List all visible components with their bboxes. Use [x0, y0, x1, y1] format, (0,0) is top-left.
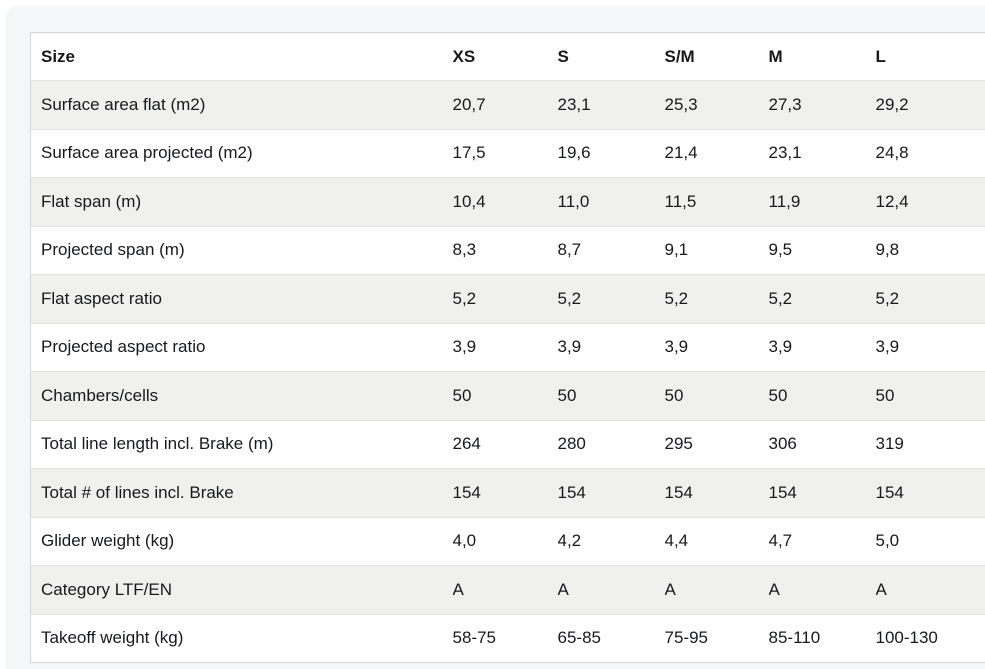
row-label: Projected aspect ratio — [41, 337, 206, 357]
column-header: S — [557, 46, 569, 66]
table-header: Size XS S S/M M L — [30, 33, 985, 81]
cell-value: 20,7 — [452, 94, 486, 114]
cell-value: 5,2 — [768, 288, 793, 308]
row-label: Surface area flat (m2) — [41, 94, 206, 114]
column-header-size: Size — [41, 46, 76, 66]
cell-value: 8,3 — [452, 240, 477, 260]
cell-value: 19,6 — [557, 143, 591, 163]
cell-value: 5,2 — [664, 288, 689, 308]
table-row: Projected aspect ratio 3,9 3,9 3,9 3,9 3,9 — [30, 323, 985, 372]
cell-value: 50 — [452, 385, 472, 405]
row-label: Flat span (m) — [41, 191, 142, 211]
cell-value: 319 — [875, 434, 904, 454]
column-header: S/M — [664, 46, 695, 66]
cell-value: 4,7 — [768, 531, 793, 551]
table-row: Flat span (m) 10,4 11,0 11,5 11,9 12,4 — [30, 177, 985, 226]
cell-value: 100-130 — [875, 628, 938, 648]
cell-value: 24,8 — [875, 143, 909, 163]
cell-value: 9,8 — [875, 240, 900, 260]
row-label: Chambers/cells — [41, 385, 159, 405]
column-header: XS — [452, 46, 476, 66]
cell-value: 11,0 — [557, 191, 590, 211]
table-row: Takeoff weight (kg) 58-75 65-85 75-95 85-110… — [30, 614, 985, 663]
table-header-row: Size XS S S/M M L — [30, 33, 985, 81]
cell-value: 17,5 — [452, 143, 486, 163]
cell-value: 11,9 — [768, 191, 801, 211]
cell-value: 154 — [452, 482, 481, 502]
cell-value: 3,9 — [768, 337, 793, 357]
column-header: M — [768, 46, 783, 66]
row-label: Category LTF/EN — [41, 579, 173, 599]
table-row: Surface area projected (m2) 17,5 19,6 21,4 2… — [30, 129, 985, 178]
cell-value: 5,2 — [452, 288, 477, 308]
cell-value: 58-75 — [452, 628, 496, 648]
cell-value: 295 — [664, 434, 693, 454]
cell-value: 280 — [557, 434, 586, 454]
row-label: Surface area projected (m2) — [41, 143, 253, 163]
cell-value: 154 — [768, 482, 797, 502]
table-row: Total # of lines incl. Brake 154 154 154 154… — [30, 468, 985, 517]
cell-value: 3,9 — [452, 337, 477, 357]
cell-value: 10,4 — [452, 191, 486, 211]
row-label: Glider weight (kg) — [41, 531, 175, 551]
table-row: Glider weight (kg) 4,0 4,2 4,4 4,7 5,0 — [30, 517, 985, 566]
cell-value: 306 — [768, 434, 797, 454]
column-header: L — [875, 46, 886, 66]
cell-value: 5,2 — [557, 288, 582, 308]
cell-value: 25,3 — [664, 94, 698, 114]
cell-value: 9,1 — [664, 240, 689, 260]
cell-value: 4,0 — [452, 531, 477, 551]
row-label: Total # of lines incl. Brake — [41, 482, 234, 502]
row-label: Takeoff weight (kg) — [41, 628, 184, 648]
cell-value: 65-85 — [557, 628, 601, 648]
table-row: Projected span (m) 8,3 8,7 9,1 9,5 9,8 — [30, 226, 985, 275]
cell-value: 50 — [875, 385, 895, 405]
cell-value: 3,9 — [557, 337, 582, 357]
row-label: Total line length incl. Brake (m) — [41, 434, 274, 454]
cell-value: 75-95 — [664, 628, 708, 648]
cell-value: 4,4 — [664, 531, 689, 551]
cell-value: 27,3 — [768, 94, 802, 114]
cell-value: 50 — [664, 385, 684, 405]
cell-value: A — [452, 579, 464, 599]
table-body: Surface area flat (m2) 20,7 23,1 25,3 27,3 29… — [30, 80, 985, 663]
cell-value: 3,9 — [664, 337, 689, 357]
content-panel: Size XS S S/M M L Surface area flat (m2) 20,7 2… — [6, 6, 985, 669]
cell-value: 29,2 — [875, 94, 909, 114]
table-row: Surface area flat (m2) 20,7 23,1 25,3 27,3 29… — [30, 80, 985, 129]
cell-value: A — [875, 579, 887, 599]
cell-value: 21,4 — [664, 143, 698, 163]
cell-value: 154 — [875, 482, 904, 502]
cell-value: 154 — [664, 482, 693, 502]
cell-value: 23,1 — [768, 143, 802, 163]
cell-value: 154 — [557, 482, 586, 502]
table-row: Chambers/cells 50 50 50 50 50 — [30, 371, 985, 420]
cell-value: 12,4 — [875, 191, 909, 211]
row-label: Flat aspect ratio — [41, 288, 162, 308]
table-row: Flat aspect ratio 5,2 5,2 5,2 5,2 5,2 — [30, 274, 985, 323]
cell-value: 5,0 — [875, 531, 900, 551]
cell-value: 5,2 — [875, 288, 900, 308]
cell-value: A — [664, 579, 676, 599]
table-row: Category LTF/EN A A A A A — [30, 565, 985, 614]
cell-value: 11,5 — [664, 191, 697, 211]
cell-value: 4,2 — [557, 531, 582, 551]
cell-value: 8,7 — [557, 240, 582, 260]
cell-value: 85-110 — [768, 628, 821, 648]
cell-value: 50 — [768, 385, 788, 405]
cell-value: 9,5 — [768, 240, 793, 260]
table-row: Total line length incl. Brake (m) 264 280 2… — [30, 420, 985, 469]
cell-value: 23,1 — [557, 94, 591, 114]
cell-value: 50 — [557, 385, 577, 405]
cell-value: A — [768, 579, 780, 599]
cell-value: 264 — [452, 434, 481, 454]
cell-value: A — [557, 579, 569, 599]
glider-spec-table: Size XS S S/M M L Surface area flat (m2) 20,7 2… — [30, 32, 985, 663]
cell-value: 3,9 — [875, 337, 900, 357]
row-label: Projected span (m) — [41, 240, 185, 260]
